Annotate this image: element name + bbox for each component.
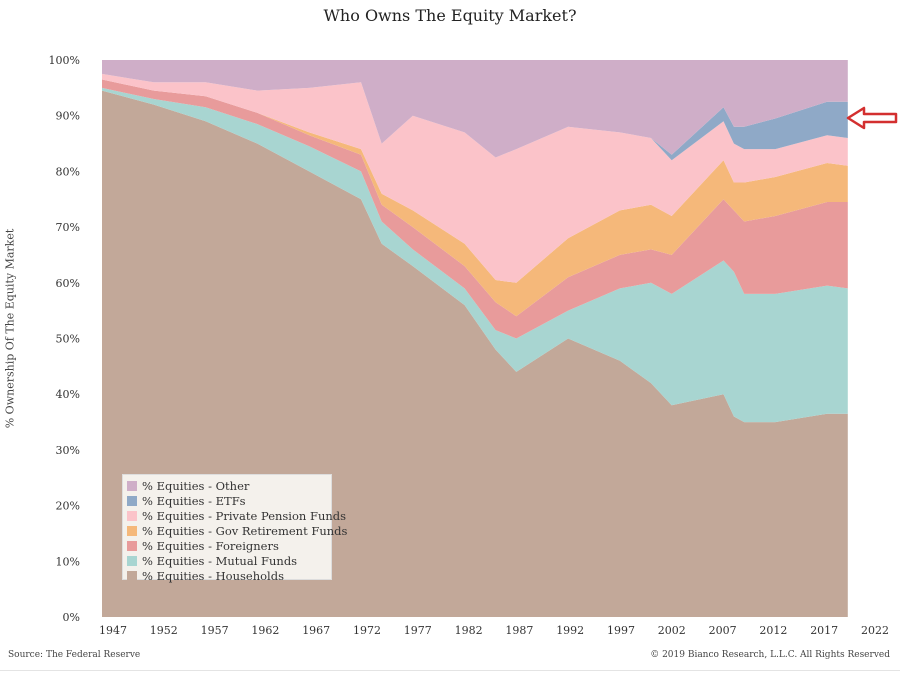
x-tick-label: 1952 xyxy=(150,624,178,637)
y-tick-label: 20% xyxy=(56,500,80,513)
x-tick-label: 2017 xyxy=(810,624,838,637)
legend-item: % Equities - Private Pension Funds xyxy=(127,508,346,523)
legend-item: % Equities - Households xyxy=(127,568,331,583)
legend-swatch xyxy=(127,540,137,551)
y-tick-label: 10% xyxy=(56,555,80,568)
area-series-7 xyxy=(102,60,848,158)
chart-title: Who Owns The Equity Market? xyxy=(323,6,577,25)
legend-label: % Equities - ETFs xyxy=(142,493,246,508)
legend-label: % Equities - Foreigners xyxy=(142,538,279,553)
x-tick-label: 1987 xyxy=(505,624,533,637)
x-tick-label: 2012 xyxy=(759,624,787,637)
x-tick-label: 1967 xyxy=(302,624,330,637)
area-series-4 xyxy=(102,79,848,317)
legend-swatch xyxy=(127,510,137,521)
x-tick-label: 1982 xyxy=(455,624,483,637)
y-tick-label: 60% xyxy=(56,277,80,290)
arrow-left-icon xyxy=(846,106,898,130)
y-tick-label: 0% xyxy=(63,611,80,624)
legend: % Equities - Other% Equities - ETFs% Equ… xyxy=(122,474,347,583)
y-tick-label: 100% xyxy=(49,54,80,67)
legend-item: % Equities - Mutual Funds xyxy=(127,553,331,568)
x-axis-ticks: 1947 1952 1957 1962 1967 1972 1977 1982 1987 1992… xyxy=(99,624,889,637)
footer-divider xyxy=(0,670,900,671)
y-tick-label: 70% xyxy=(56,221,80,234)
y-axis-ticks: 0% 10% 20% 30% 40% 50% 60% 70% 80% 90% 100% xyxy=(49,54,80,624)
legend-item: % Equities - Foreigners xyxy=(127,538,331,553)
legend-label: % Equities - Private Pension Funds xyxy=(142,508,347,523)
x-tick-label: 2022 xyxy=(861,624,889,637)
x-tick-label: 2002 xyxy=(658,624,686,637)
y-tick-label: 30% xyxy=(56,444,80,457)
legend-item: % Equities - ETFs xyxy=(127,493,331,508)
legend-item: % Equities - Other xyxy=(127,478,331,493)
x-tick-label: 1992 xyxy=(556,624,584,637)
x-tick-label: 1972 xyxy=(353,624,381,637)
y-tick-label: 90% xyxy=(56,110,80,123)
x-tick-label: 1962 xyxy=(251,624,279,637)
area-series-2 xyxy=(102,87,848,423)
y-tick-label: 80% xyxy=(56,165,80,178)
legend-item: % Equities - Gov Retirement Funds xyxy=(127,523,347,538)
x-tick-label: 1957 xyxy=(201,624,229,637)
legend-label: % Equities - Gov Retirement Funds xyxy=(142,523,348,538)
x-tick-label: 1997 xyxy=(607,624,635,637)
legend-swatch xyxy=(127,495,137,506)
area-series-5 xyxy=(102,73,848,283)
x-tick-label: 1947 xyxy=(99,624,127,637)
legend-label: % Equities - Mutual Funds xyxy=(142,553,298,568)
area-series-3 xyxy=(102,79,848,339)
legend-swatch xyxy=(127,480,137,491)
x-tick-label: 1977 xyxy=(404,624,432,637)
legend-label: % Equities - Other xyxy=(142,478,250,493)
copyright-note: © 2019 Bianco Research, L.L.C. All Right… xyxy=(650,650,890,660)
y-tick-label: 40% xyxy=(56,388,80,401)
y-tick-label: 50% xyxy=(56,333,80,346)
source-note: Source: The Federal Reserve xyxy=(8,650,141,660)
legend-swatch xyxy=(127,570,137,581)
legend-swatch xyxy=(127,555,137,566)
legend-swatch xyxy=(127,525,137,536)
x-tick-label: 2007 xyxy=(709,624,737,637)
legend-label: % Equities - Households xyxy=(142,568,284,583)
